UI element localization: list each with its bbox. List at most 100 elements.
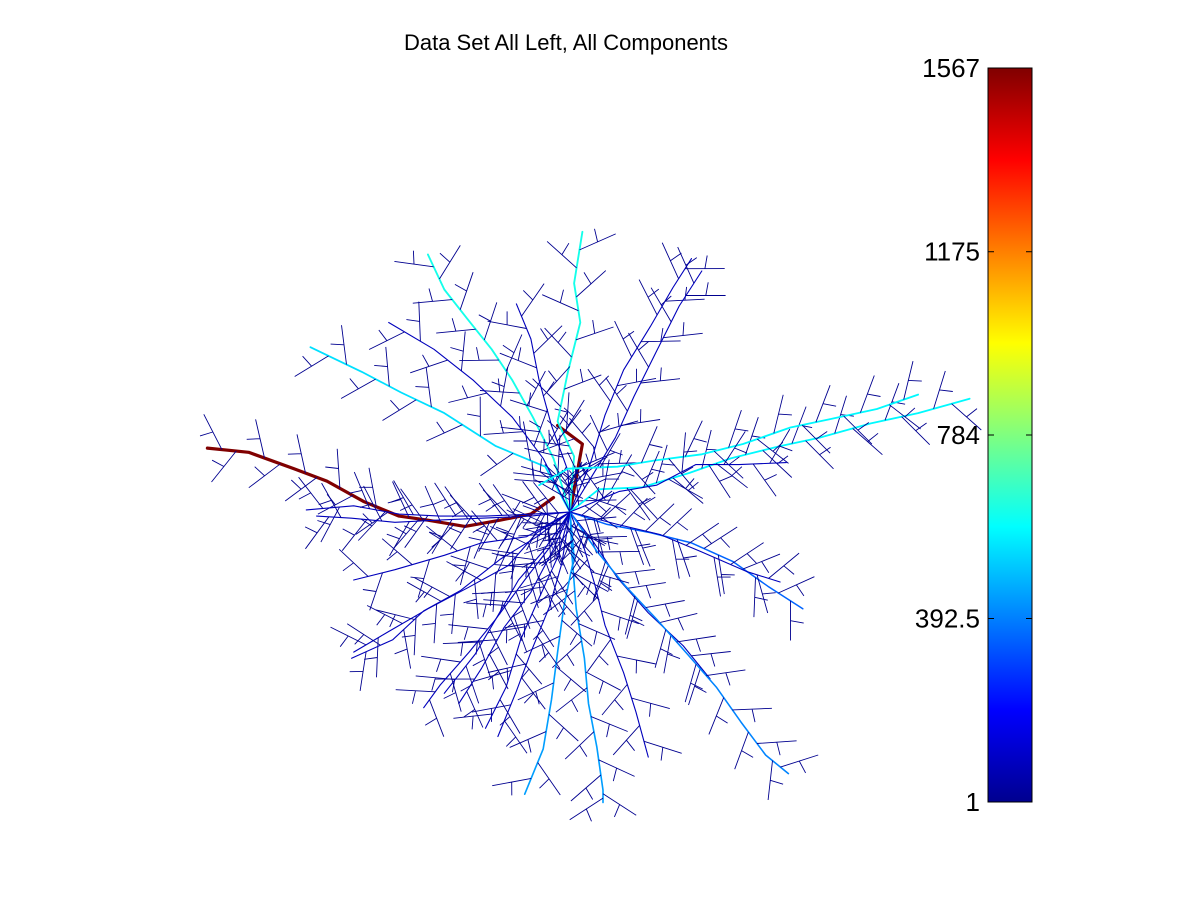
tree-twig xyxy=(410,354,448,374)
tree-branch xyxy=(569,270,703,513)
tree-twig xyxy=(688,667,707,706)
tree-twig xyxy=(650,287,672,323)
tree-twig xyxy=(410,559,430,598)
tree-twig xyxy=(548,713,579,742)
tree-twig xyxy=(448,385,488,403)
tree-twig xyxy=(665,286,705,302)
tree-twig xyxy=(643,740,682,761)
tree-twig xyxy=(451,546,471,586)
tree-twig xyxy=(575,270,607,298)
tree-twig xyxy=(419,485,442,523)
tree-twig xyxy=(499,699,521,734)
tree-twig xyxy=(509,392,548,413)
tree-branch xyxy=(569,511,804,610)
tree-branch xyxy=(316,511,571,523)
tree-twig xyxy=(645,503,675,532)
tree-twig xyxy=(708,697,728,735)
tree-twig xyxy=(248,463,281,489)
tree-twig xyxy=(478,482,503,516)
tree-twig xyxy=(676,539,697,577)
tree-twig xyxy=(340,378,376,399)
tree-twig xyxy=(611,454,635,489)
tree-twig xyxy=(357,511,386,541)
tree-twig xyxy=(562,521,584,558)
tree-plot xyxy=(199,228,982,822)
tree-twig xyxy=(706,669,746,686)
tree-twig xyxy=(703,526,738,549)
tree-twig xyxy=(599,450,640,465)
tree-twig xyxy=(537,576,559,612)
tree-twig xyxy=(631,697,670,717)
tree-twig xyxy=(448,515,473,550)
colorbar-tick-label: 784 xyxy=(937,420,980,450)
tree-twig xyxy=(553,591,581,622)
tree-branch xyxy=(556,230,584,513)
tree-twig xyxy=(330,626,367,647)
tree-twig xyxy=(515,653,543,685)
tree-twig xyxy=(475,517,500,552)
tree-twig xyxy=(375,609,415,628)
tree-twig xyxy=(569,797,604,822)
tree-twig xyxy=(318,482,342,518)
tree-twig xyxy=(580,490,613,517)
tree-twig xyxy=(815,385,837,423)
tree-twig xyxy=(436,318,476,334)
tree-twig xyxy=(546,411,568,447)
tree-twig xyxy=(341,519,368,551)
tree-twig xyxy=(364,637,379,678)
tree-twig xyxy=(440,594,456,634)
chart-title: Data Set All Left, All Components xyxy=(404,30,728,55)
tree-twig xyxy=(460,665,480,704)
tree-twig xyxy=(495,514,520,550)
tree-twig xyxy=(612,725,640,756)
tree-twig xyxy=(668,478,704,499)
tree-twig xyxy=(576,516,617,532)
tree-branch xyxy=(569,462,787,513)
tree-twig xyxy=(381,538,413,565)
tree-twig xyxy=(852,428,883,456)
colorbar-ticks: 1 392.5 784 1175 1567 xyxy=(915,53,1032,817)
tree-twig xyxy=(570,525,607,548)
tree-twig xyxy=(479,378,520,394)
colorbar-gradient xyxy=(987,67,1033,803)
tree-twig xyxy=(483,419,524,435)
tree-branch xyxy=(569,511,781,583)
tree-twig xyxy=(626,582,666,599)
tree-twig xyxy=(330,325,347,365)
tree-twig xyxy=(671,539,690,579)
tree-twig xyxy=(590,571,630,591)
tree-twig xyxy=(246,419,265,459)
tree-twig xyxy=(524,439,564,458)
tree-twig xyxy=(577,447,615,469)
tree-twig xyxy=(432,482,457,517)
colorbar-tick-label: 1175 xyxy=(924,237,980,267)
tree-twig xyxy=(551,640,582,669)
tree-twig xyxy=(658,612,698,631)
tree-twig xyxy=(599,433,623,468)
tree-twig xyxy=(587,368,611,402)
tree-twig xyxy=(504,720,528,754)
tree-twig xyxy=(538,555,558,593)
tree-twig xyxy=(467,396,481,437)
tree-twig xyxy=(564,731,595,760)
tree-twig xyxy=(543,366,571,397)
tree-twig xyxy=(509,731,547,753)
tree-twig xyxy=(523,635,560,658)
tree-twig xyxy=(620,409,661,426)
tree-twig xyxy=(677,246,698,284)
tree-twig xyxy=(426,421,463,442)
tree-branch xyxy=(351,511,571,659)
tree-twig xyxy=(536,528,552,568)
tree-twig xyxy=(426,525,458,552)
tree-twig xyxy=(284,477,318,502)
tree-branch xyxy=(353,511,571,581)
tree-twig xyxy=(605,377,628,412)
tree-twig xyxy=(517,682,554,705)
tree-twig xyxy=(443,673,462,712)
tree-twig xyxy=(767,760,784,801)
tree-twig xyxy=(685,522,720,546)
tree-twig xyxy=(584,505,618,529)
tree-twig xyxy=(589,414,610,451)
tree-twig xyxy=(406,301,421,342)
tree-twig xyxy=(570,774,602,802)
